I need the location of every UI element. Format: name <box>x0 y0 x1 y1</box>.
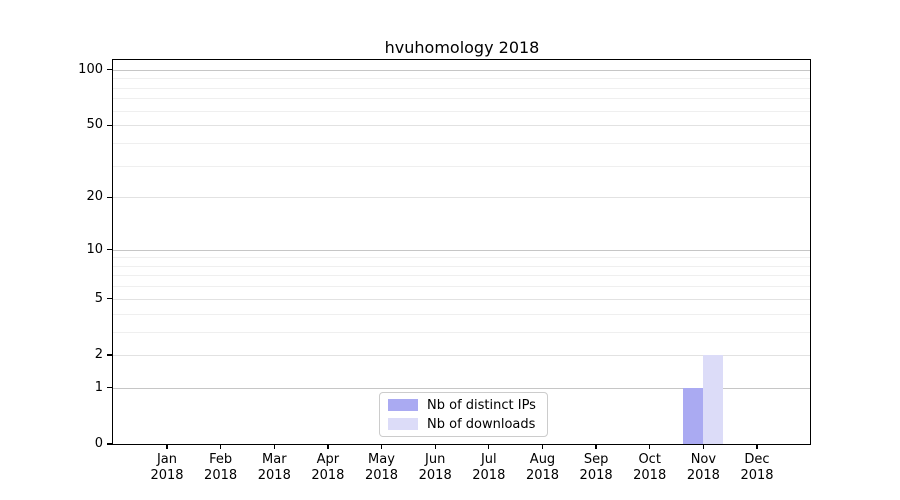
minor-gridline <box>113 78 811 80</box>
minor-gridline <box>113 286 811 288</box>
x-tick <box>488 444 490 449</box>
major-gridline <box>113 387 811 389</box>
legend-swatch-downloads-icon <box>388 418 418 430</box>
y-tick <box>106 196 113 198</box>
minor-gridline <box>113 275 811 277</box>
minor-gridline <box>113 165 811 167</box>
legend-label-distinct-ips: Nb of distinct IPs <box>427 397 536 413</box>
y-tick-label: 100 <box>78 61 103 77</box>
minor-gridline <box>113 87 811 89</box>
x-tick <box>756 444 758 449</box>
legend-swatch-distinct-ips-icon <box>388 399 418 411</box>
major-gridline <box>113 249 811 251</box>
x-tick-label: Oct 2018 <box>633 452 667 483</box>
x-tick-label: Jan 2018 <box>150 452 184 483</box>
y-tick-label: 5 <box>94 290 103 306</box>
y-tick <box>106 69 113 71</box>
y-tick <box>106 443 113 445</box>
major-gridline <box>113 354 811 356</box>
minor-gridline <box>113 265 811 267</box>
x-tick <box>166 444 168 449</box>
x-tick-label: Dec 2018 <box>740 452 774 483</box>
minor-gridline <box>113 331 811 333</box>
major-gridline <box>113 125 811 127</box>
x-tick-label: Jun 2018 <box>418 452 452 483</box>
y-tick-label: 20 <box>86 189 103 205</box>
y-tick <box>106 354 113 356</box>
y-tick-label: 50 <box>86 117 103 133</box>
x-tick <box>541 444 544 449</box>
bar-nov-series1 <box>703 354 724 444</box>
x-tick <box>702 444 705 449</box>
y-tick-label: 0 <box>94 436 103 451</box>
y-tick <box>106 387 113 389</box>
y-tick <box>106 298 113 300</box>
chart-title: hvuhomology 2018 <box>384 38 540 57</box>
minor-gridline <box>113 313 811 315</box>
legend-label-downloads: Nb of downloads <box>427 416 536 432</box>
x-tick <box>273 444 275 449</box>
major-gridline <box>113 197 811 199</box>
x-tick <box>219 444 222 449</box>
x-tick-label: Nov 2018 <box>686 452 720 483</box>
y-tick-label: 2 <box>94 346 103 362</box>
x-tick <box>327 444 329 449</box>
legend-item-downloads: Nb of downloads <box>388 417 539 432</box>
legend-item-distinct-ips: Nb of distinct IPs <box>388 398 539 413</box>
major-gridline <box>113 298 811 300</box>
x-tick <box>649 444 651 449</box>
y-tick-label: 1 <box>94 379 103 395</box>
x-tick-label: Sep 2018 <box>579 452 613 483</box>
minor-gridline <box>113 110 811 112</box>
minor-gridline <box>113 257 811 259</box>
minor-gridline <box>113 142 811 144</box>
bar-nov-series0 <box>683 387 704 444</box>
x-tick-label: Mar 2018 <box>257 452 291 483</box>
y-tick <box>106 124 113 126</box>
x-tick-label: Feb 2018 <box>204 452 238 483</box>
x-tick-label: Apr 2018 <box>311 452 345 483</box>
x-tick <box>380 444 383 449</box>
x-tick-label: Aug 2018 <box>525 452 560 483</box>
major-gridline <box>113 69 811 71</box>
legend: Nb of distinct IPs Nb of downloads <box>379 392 548 437</box>
x-tick <box>434 444 436 449</box>
x-tick <box>595 444 597 449</box>
y-tick <box>106 248 113 251</box>
x-tick-label: May 2018 <box>364 452 399 483</box>
y-tick-label: 10 <box>86 241 103 257</box>
x-tick-label: Jul 2018 <box>472 452 506 483</box>
minor-gridline <box>113 98 811 100</box>
